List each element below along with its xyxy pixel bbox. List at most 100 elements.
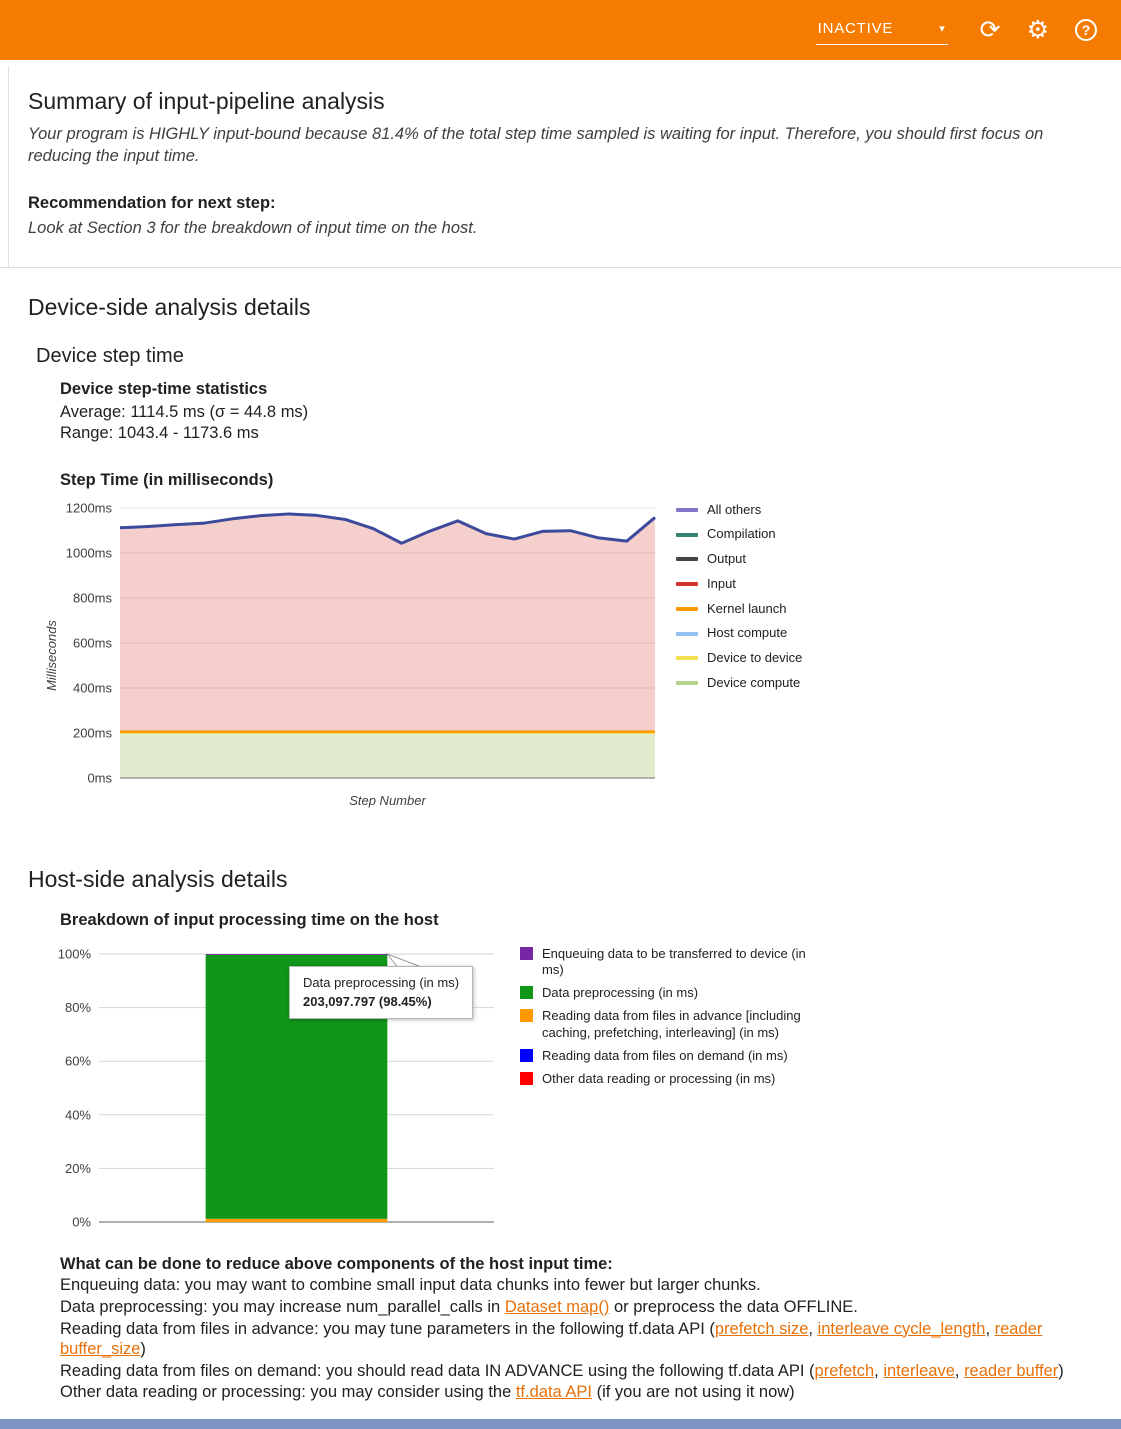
svg-text:Step Number: Step Number [349,793,426,808]
prefetch-link[interactable]: prefetch [814,1361,875,1380]
legend-item: Host compute [676,625,802,641]
chart-tooltip: Data preprocessing (in ms) 203,097.797 (… [289,965,474,1019]
chevron-down-icon: ▾ [939,22,946,35]
interleave-cycle-length-link[interactable]: interleave cycle_length [817,1319,986,1338]
gear-icon[interactable]: ⚙ [1026,15,1049,44]
svg-text:800ms: 800ms [73,590,113,605]
section-divider [0,266,1121,268]
host-chart-title: Breakdown of input processing time on th… [60,910,439,929]
svg-text:20%: 20% [65,1161,91,1176]
legend-item: Data preprocessing (in ms) [520,985,810,1001]
host-side-section: Host-side analysis details Breakdown of … [0,866,1121,1403]
legend-item: Compilation [676,526,802,542]
legend-swatch [520,1072,533,1086]
svg-text:60%: 60% [65,1053,91,1068]
legend-item: Output [676,551,802,567]
main-content: Summary of input-pipeline analysis Your … [0,66,1121,1403]
capture-status-label: INACTIVE [817,19,894,37]
tooltip-series-name: Data preprocessing (in ms) [303,974,460,990]
capture-status-select[interactable]: INACTIVE ▾ [815,16,948,45]
refresh-icon[interactable]: ⟳ [979,15,1001,44]
legend-label: Compilation [707,526,776,542]
stats-heading: Device step-time statistics [60,379,268,398]
legend-swatch [676,507,698,512]
toolbar: INACTIVE ▾ ⟳ ⚙ ? [0,0,1121,60]
legend-swatch [676,681,698,686]
legend-label: Reading data from files on demand (in ms… [542,1047,788,1063]
legend-swatch [676,606,698,611]
device-step-time-plot[interactable]: 0ms 200ms 400ms 600ms 800ms 1000ms 1200ms Step … [62,500,662,812]
svg-text:1000ms: 1000ms [66,545,113,560]
legend-swatch [520,1009,533,1023]
device-chart-y-axis-label: Milliseconds [43,620,59,692]
prefetch-size-link[interactable]: prefetch size [714,1319,809,1338]
svg-text:40%: 40% [65,1107,91,1122]
tfdata-api-link[interactable]: tf.data API [515,1383,592,1402]
summary-body: Your program is HIGHLY input-bound becau… [28,125,1044,166]
legend-label: Enqueuing data to be transferred to devi… [542,945,806,977]
summary-title: Summary of input-pipeline analysis [28,88,385,114]
interleave-link[interactable]: interleave [883,1361,955,1380]
legend-item: Input [676,576,802,592]
advice-read-in-advance: Reading data from files in advance: you … [60,1319,1043,1359]
legend-swatch [520,1048,533,1062]
device-step-time-title: Device step time [36,344,184,367]
device-step-time-stats: Device step-time statistics Average: 111… [60,380,1091,445]
host-section-title: Host-side analysis details [28,865,288,892]
legend-label: Data preprocessing (in ms) [542,985,699,1001]
svg-text:0%: 0% [72,1214,91,1229]
help-icon[interactable]: ? [1075,19,1097,41]
legend-item: Reading data from files in advance [incl… [520,1008,810,1041]
summary-section: Summary of input-pipeline analysis Your … [8,66,1121,267]
section-divider-bar [0,1419,1121,1429]
legend-item: Device to device [676,650,802,666]
legend-label: Device to device [707,650,803,666]
svg-text:80%: 80% [65,1000,91,1015]
legend-label: All others [707,501,762,517]
legend-item: Device compute [676,675,802,691]
legend-swatch [676,532,698,537]
device-section-title: Device-side analysis details [28,293,311,320]
reader-buffer-link[interactable]: reader buffer [964,1361,1059,1380]
legend-label: Device compute [707,674,801,690]
advice-heading: What can be done to reduce above compone… [60,1254,613,1273]
advice-preprocessing: Data preprocessing: you may increase num… [60,1297,858,1316]
legend-swatch [520,986,533,1000]
device-chart-legend: All others Compilation Output Input Kernel l… [676,500,802,812]
advice-other: Other data reading or processing: you ma… [60,1383,795,1402]
legend-swatch [676,557,698,562]
host-advice: What can be done to reduce above compone… [60,1254,1091,1403]
svg-text:0ms: 0ms [87,770,112,785]
host-input-breakdown-chart: 0% 20% 40% 60% 80% 100% Enqueuing data to be … [44,944,1091,1244]
device-chart-title: Step Time (in milliseconds) [60,470,274,489]
legend-item: Enqueuing data to be transferred to devi… [520,946,810,979]
legend-label: Input [707,575,736,591]
legend-item: Kernel launch [676,601,802,617]
svg-text:1200ms: 1200ms [66,500,113,515]
svg-text:600ms: 600ms [73,635,113,650]
legend-label: Host compute [707,625,788,641]
host-chart-legend: Enqueuing data to be transferred to devi… [520,944,810,1244]
dataset-map-link[interactable]: Dataset map() [504,1297,610,1316]
legend-label: Kernel launch [707,600,787,616]
tooltip-value: 203,097.797 (98.45%) [303,993,432,1009]
device-side-section: Device-side analysis details Device step… [0,294,1121,812]
device-step-time-chart: Milliseconds 0ms 200ms 400ms 600ms 800ms 1000… [40,500,1091,812]
legend-swatch [676,631,698,636]
svg-text:200ms: 200ms [73,725,113,740]
legend-item: All others [676,502,802,518]
legend-swatch [676,656,698,661]
advice-read-on-demand: Reading data from files on demand: you s… [60,1361,1064,1380]
svg-text:100%: 100% [58,946,92,961]
legend-item: Reading data from files on demand (in ms… [520,1048,810,1064]
legend-swatch [676,582,698,587]
legend-swatch [520,946,533,960]
stats-average: Average: 1114.5 ms (σ = 44.8 ms) [60,402,309,421]
legend-label: Other data reading or processing (in ms) [542,1071,776,1087]
svg-text:400ms: 400ms [73,680,113,695]
legend-item: Other data reading or processing (in ms) [520,1071,810,1087]
advice-enqueuing: Enqueuing data: you may want to combine … [60,1276,761,1295]
reader-buffer-size-link[interactable]: reader buffer_size [60,1319,1043,1359]
recommendation-label: Recommendation for next step: [28,193,276,212]
legend-label: Reading data from files in advance [incl… [542,1008,801,1040]
